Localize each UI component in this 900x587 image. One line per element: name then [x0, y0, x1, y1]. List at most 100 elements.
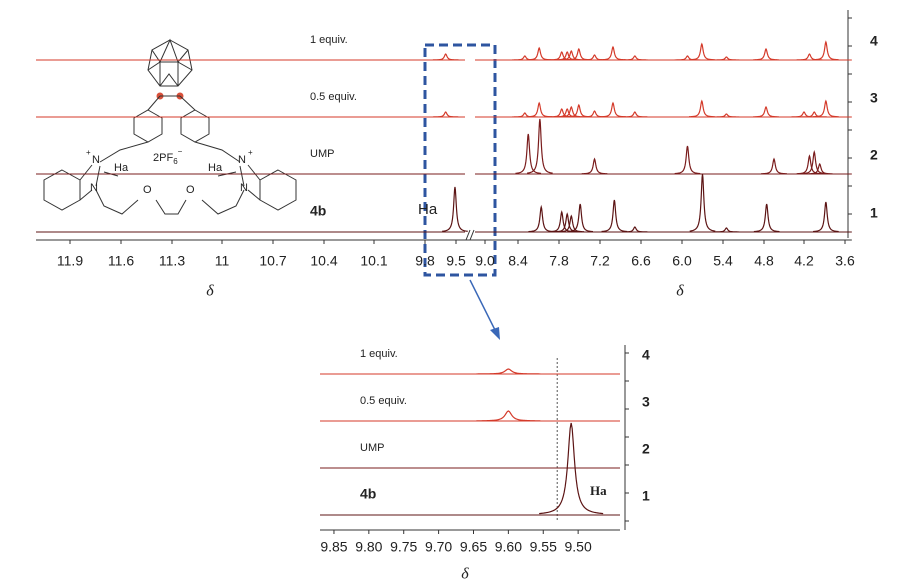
bonds	[99, 141, 241, 163]
atom: Ha	[208, 162, 223, 174]
x-tick-label: 9.60	[495, 539, 522, 555]
trace-number: 1	[870, 205, 878, 221]
x-tick-label: 4.2	[794, 253, 814, 269]
annotation: Ha	[418, 201, 438, 218]
series-label: 0.5 equiv.	[360, 395, 407, 407]
peak	[713, 56, 740, 61]
trace-number: 3	[870, 90, 878, 106]
counterion: 2PF6−	[153, 147, 183, 166]
x-tick-label: 7.8	[549, 253, 569, 269]
peak	[813, 40, 839, 61]
peak	[600, 101, 626, 118]
counterion-text: 2PF	[153, 152, 173, 164]
ring	[180, 109, 210, 143]
atom-charge: +	[248, 148, 253, 157]
peak	[753, 203, 780, 233]
series-label: UMP	[310, 148, 334, 160]
peak	[622, 111, 648, 118]
trace-number: 3	[642, 394, 650, 410]
trace-number: 1	[642, 488, 650, 504]
peak	[558, 50, 585, 61]
peak	[539, 422, 604, 515]
atom: O	[143, 184, 152, 196]
x-tick-label: 11.9	[57, 253, 83, 269]
peak	[813, 201, 839, 233]
peak	[761, 157, 787, 175]
x-tick-label: 4.8	[754, 253, 774, 269]
x-tick-label: 6.0	[672, 253, 692, 269]
peak	[512, 55, 538, 61]
series-label: 4b	[310, 203, 326, 219]
counterion-sup: −	[178, 147, 183, 156]
series-label: UMP	[360, 442, 384, 454]
x-tick-label: 9.5	[446, 253, 466, 269]
peak	[622, 226, 648, 233]
peak	[791, 111, 817, 118]
bonds	[147, 95, 196, 111]
x-tick-label: 11.6	[108, 253, 134, 269]
peak	[515, 133, 542, 174]
x-tick-label: 9.75	[390, 539, 417, 555]
peak	[558, 105, 585, 118]
x-axis-label: δ	[461, 566, 469, 583]
trace-number: 4	[642, 347, 650, 363]
trace-number: 4	[870, 33, 878, 49]
peak	[526, 46, 553, 61]
peak	[674, 55, 701, 61]
atom: N	[90, 182, 98, 194]
series-label: 4b	[360, 486, 376, 502]
atom: N	[240, 182, 248, 194]
trace-number: 2	[870, 147, 878, 163]
peak	[442, 186, 468, 232]
structure: N + Ha Ha N + N N O O 2PF6−	[43, 38, 297, 215]
peak	[689, 99, 715, 118]
axis-break	[465, 229, 475, 241]
peak	[526, 118, 553, 174]
peak	[806, 162, 833, 175]
annotation: Ha	[590, 483, 607, 498]
peak	[713, 113, 740, 118]
peak	[432, 111, 459, 118]
peak	[753, 47, 779, 61]
bonds	[79, 164, 261, 201]
x-tick-label: 9.55	[530, 539, 557, 555]
series-label: 1 equiv.	[310, 34, 348, 46]
x-tick-label: 9.8	[415, 253, 435, 269]
x-axis-label: δ	[206, 283, 214, 300]
peak	[813, 99, 839, 118]
series-label: 1 equiv.	[360, 348, 398, 360]
peak	[801, 149, 828, 175]
x-tick-label: 9.80	[355, 539, 382, 555]
trace-number: 2	[642, 441, 650, 457]
atom: Ha	[114, 162, 129, 174]
x-axis-label: δ	[676, 283, 684, 300]
x-tick-label: 9.85	[320, 539, 347, 555]
peak	[601, 199, 628, 233]
arrow-head	[490, 327, 500, 340]
x-tick-label: 9.70	[425, 539, 452, 555]
x-tick-label: 10.1	[360, 253, 387, 269]
x-tick-label: 5.4	[713, 253, 733, 269]
x-tick-label: 9.65	[460, 539, 487, 555]
peak	[796, 154, 823, 175]
peak	[753, 105, 779, 118]
peak	[567, 203, 594, 233]
peak	[528, 204, 555, 233]
zoom-box	[423, 43, 497, 277]
ring	[133, 109, 163, 143]
peak	[674, 145, 701, 175]
peak	[689, 42, 715, 61]
peak	[432, 53, 459, 61]
ring	[43, 169, 81, 211]
x-tick-label: 9.0	[475, 253, 495, 269]
atom: N	[92, 154, 100, 166]
peak	[801, 111, 828, 118]
peak	[512, 112, 538, 118]
atom: O	[186, 184, 195, 196]
peak	[622, 55, 648, 61]
peak	[476, 410, 541, 422]
x-tick-label: 9.50	[565, 539, 592, 555]
peak	[476, 368, 541, 375]
series-label: 0.5 equiv.	[310, 91, 357, 103]
ring	[259, 169, 297, 211]
